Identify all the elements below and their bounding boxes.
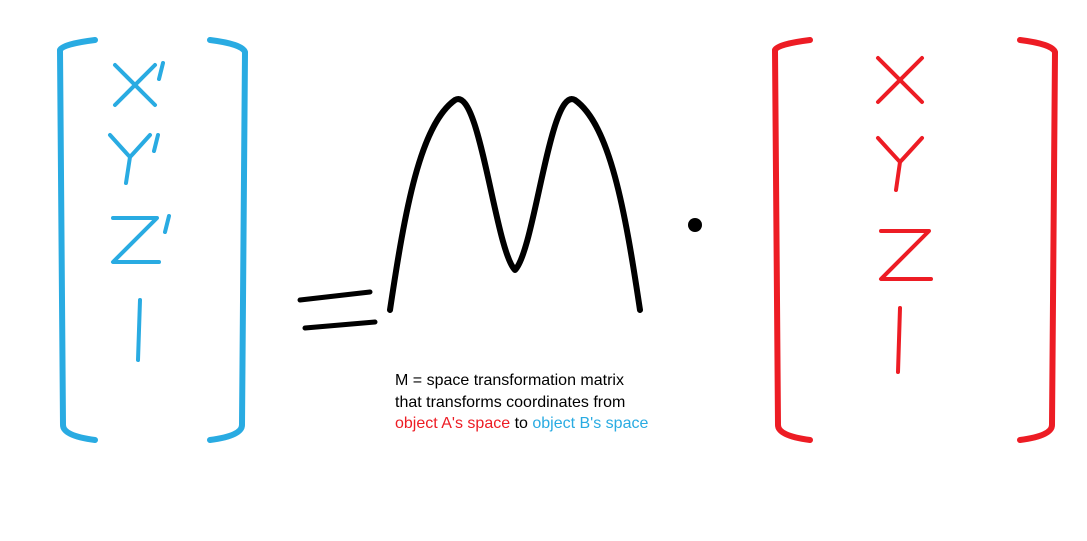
left-bracket-close	[210, 40, 245, 440]
right-y	[878, 138, 900, 162]
right-bracket-close	[1020, 40, 1055, 440]
right-z	[881, 231, 931, 279]
caption-text: M = space transformation matrix that tra…	[395, 370, 655, 435]
diagram-svg	[0, 0, 1087, 541]
left-one	[138, 300, 140, 360]
left-z-prime	[113, 218, 159, 262]
left-y-prime	[110, 135, 130, 157]
dot-operator	[688, 218, 702, 232]
matrix-M	[390, 99, 640, 310]
left-bracket-open	[60, 40, 95, 440]
right-bracket-open	[775, 40, 810, 440]
right-one	[898, 308, 900, 372]
equals-sign	[300, 292, 370, 300]
